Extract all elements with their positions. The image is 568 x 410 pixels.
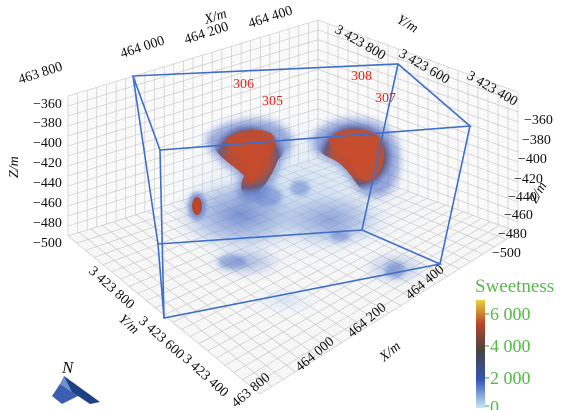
- grid-line: [216, 214, 473, 359]
- z-tick-left: −380: [33, 116, 62, 131]
- z-tick-right: −440: [508, 190, 537, 205]
- grid-line: [317, 69, 519, 143]
- north-arrow: N: [52, 358, 100, 404]
- well-label-308: 308: [351, 69, 372, 84]
- grid-line: [317, 19, 519, 93]
- north-label: N: [61, 358, 75, 377]
- colorbar-gradient: [476, 300, 485, 408]
- x-tick-top: 463 800: [17, 59, 65, 87]
- compass-icon: [52, 376, 100, 404]
- z-tick-left: −360: [33, 97, 62, 112]
- z-axis-right: Z/m −360 −380 −400 −420 −440 −460 −480 −…: [492, 113, 553, 261]
- high-sweetness-body-small: [188, 192, 206, 220]
- colorbar-tick: 4 000: [490, 336, 531, 356]
- well-labels: 306 305 308 307: [233, 69, 396, 109]
- z-tick-left: −480: [33, 216, 62, 231]
- colorbar-title: Sweetness: [475, 276, 554, 297]
- x-axis-title-bottom: X/m: [376, 339, 404, 366]
- z-tick-left: −500: [33, 236, 62, 251]
- colorbar-tick: 0: [490, 397, 499, 410]
- grid-line: [317, 49, 519, 123]
- z-tick-right: −360: [524, 113, 553, 128]
- colorbar: Sweetness 6 000 4 000 2 000 0: [475, 276, 554, 410]
- grid-line: [251, 228, 510, 388]
- grid-line: [67, 29, 319, 107]
- z-axis-title-left: Z/m: [7, 156, 22, 178]
- x-axis-title-top: X/m: [202, 7, 229, 29]
- z-tick-right: −500: [492, 246, 521, 261]
- z-tick-right: −480: [498, 227, 527, 242]
- grid-line: [259, 231, 519, 395]
- y-axis-title-top: Y/m: [394, 12, 420, 36]
- z-tick-right: −420: [514, 172, 543, 187]
- x-tick-top: 464 000: [119, 33, 167, 61]
- well-label-307: 307: [375, 91, 396, 106]
- grid-line: [224, 218, 482, 366]
- bounding-box: [131, 63, 472, 319]
- grid-line: [67, 59, 319, 137]
- grid-line: [67, 39, 319, 117]
- colorbar-tick: 2 000: [490, 368, 531, 388]
- grid-line: [317, 39, 519, 113]
- z-tick-right: −380: [522, 133, 551, 148]
- grid-line: [67, 69, 319, 147]
- grid-line: [317, 29, 519, 103]
- well-label-306: 306: [233, 77, 254, 92]
- grid-line: [67, 49, 319, 127]
- grid-line: [67, 19, 319, 97]
- high-sweetness-body-right: [311, 118, 400, 197]
- z-tick-left: −400: [33, 136, 62, 151]
- grid-line: [242, 225, 500, 380]
- grid-line: [317, 88, 519, 163]
- volume-rendering: [150, 100, 450, 314]
- z-tick-left: −460: [33, 196, 62, 211]
- grid-line: [317, 78, 519, 153]
- z-tick-left: −420: [33, 156, 62, 171]
- x-tick-top: 464 400: [247, 3, 295, 31]
- z-axis-left: Z/m −360 −380 −400 −420 −440 −460 −480 −…: [7, 97, 62, 251]
- colorbar-tick: 6 000: [490, 304, 531, 324]
- z-tick-right: −460: [504, 208, 533, 223]
- z-tick-right: −400: [518, 152, 547, 167]
- grid-line: [317, 59, 519, 133]
- grid-line: [67, 78, 319, 157]
- well-label-305: 305: [262, 94, 283, 109]
- z-tick-left: −440: [33, 176, 62, 191]
- grid-line: [233, 221, 491, 373]
